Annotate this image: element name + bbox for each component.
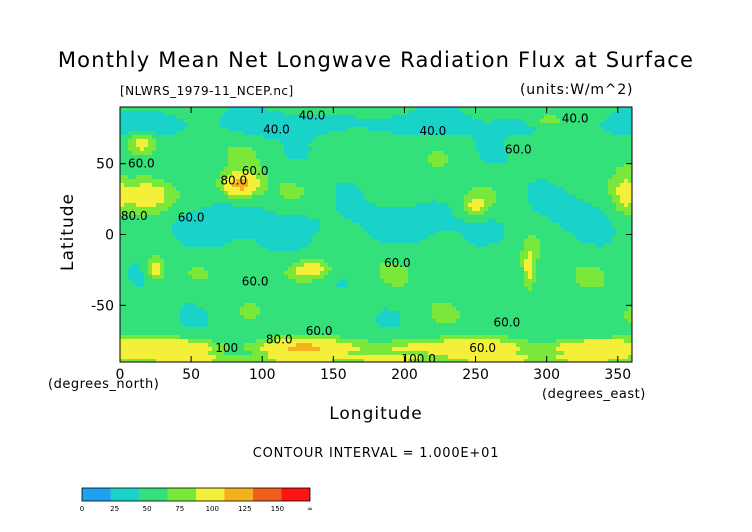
x-tick-label: 250 — [462, 367, 489, 383]
x-tick-label: 200 — [391, 367, 418, 383]
chart-title: Monthly Mean Net Longwave Radiation Flux… — [57, 48, 695, 72]
contour-label: 100 — [215, 341, 238, 355]
colorbar-tick-label: 25 — [110, 505, 119, 513]
contour-label: 40.0 — [420, 124, 447, 138]
contour-label: 60.0 — [493, 315, 520, 329]
x-tick-label: 0 — [116, 367, 125, 383]
contour-label: 40.0 — [263, 123, 290, 137]
contour-label: 60.0 — [306, 324, 333, 338]
x-tick-label: 150 — [320, 367, 347, 383]
x-tick-label: 300 — [533, 367, 560, 383]
colorbar-swatch — [167, 488, 196, 501]
contour-label: 60.0 — [128, 157, 155, 171]
contour-label: 80.0 — [266, 332, 293, 346]
colorbar-tick-label: 150 — [271, 505, 284, 513]
colorbar-tick-label: 125 — [238, 505, 251, 513]
y-axis-unit: (degrees_north) — [48, 377, 160, 392]
colorbar-swatch — [281, 488, 310, 501]
x-axis-unit: (degrees_east) — [542, 387, 646, 402]
plot-area: 40.0 40.0 40.0 40.0 60.0 60.0 60.0 60.0 60.0 60.0… — [120, 107, 632, 366]
colorbar-tick-label: 100 — [206, 505, 219, 513]
x-tick-label: 50 — [182, 367, 200, 383]
contour-interval: CONTOUR INTERVAL = 1.000E+01 — [252, 446, 500, 461]
contour-label: 60.0 — [384, 256, 411, 270]
contour-label: 100.0 — [401, 352, 435, 366]
contour-label: 80.0 — [121, 209, 148, 223]
colorbar-swatch — [253, 488, 282, 501]
colorbar-swatch — [82, 488, 111, 501]
y-tick-label: -50 — [91, 298, 114, 314]
contour-label: 60.0 — [242, 164, 269, 178]
colorbar-swatch — [139, 488, 168, 501]
colorbar-tick-label: 75 — [175, 505, 184, 513]
contour-label: 40.0 — [299, 109, 326, 123]
colorbar-tick-label: ∞ — [307, 505, 313, 513]
x-tick-label: 350 — [604, 367, 631, 383]
colorbar-swatch — [196, 488, 225, 501]
colorbar: 0 25 50 75 100 125 150 ∞ — [80, 487, 313, 513]
contour-label: 60.0 — [178, 211, 205, 225]
x-axis-label: Longitude — [329, 404, 423, 424]
colorbar-swatch — [224, 488, 253, 501]
x-tick-label: 100 — [249, 367, 276, 383]
contour-label: 60.0 — [505, 143, 532, 157]
y-tick-label: 50 — [96, 157, 114, 173]
units-label: (units:W/m^2) — [520, 82, 634, 98]
contour-label: 60.0 — [469, 341, 496, 355]
colorbar-swatch — [110, 488, 139, 501]
file-label: [NLWRS_1979-11_NCEP.nc] — [120, 84, 294, 98]
colorbar-tick-label: 0 — [80, 505, 84, 513]
colorbar-tick-label: 50 — [143, 505, 152, 513]
colorbar-frame — [81, 487, 311, 502]
contour-label: 80.0 — [220, 174, 247, 188]
x-axis: 0 50 100 150 200 250 300 350 — [116, 107, 631, 383]
contour-label: 40.0 — [562, 111, 589, 125]
contour-label: 60.0 — [242, 274, 269, 288]
y-axis: -50 0 50 — [91, 157, 632, 314]
y-tick-label: 0 — [105, 228, 114, 244]
